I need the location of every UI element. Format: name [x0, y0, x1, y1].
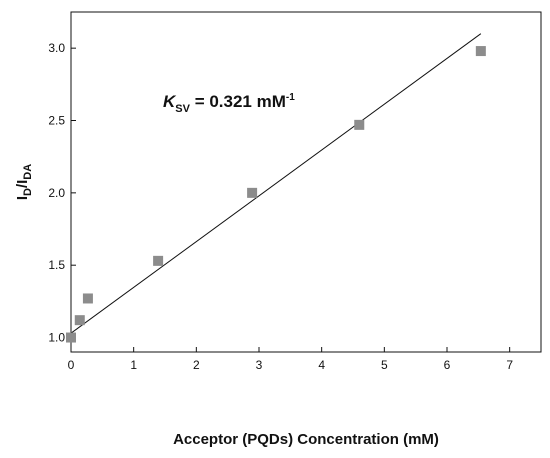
data-points — [66, 46, 486, 343]
y-tick-label: 1.0 — [48, 331, 65, 345]
y-tick-label: 3.0 — [48, 41, 65, 55]
data-point — [247, 187, 258, 198]
plot-frame — [70, 11, 542, 353]
x-tick-label: 2 — [193, 358, 200, 372]
annotation-k: K — [163, 92, 177, 111]
data-point — [354, 119, 365, 130]
annotation-superscript: -1 — [286, 92, 295, 103]
annotation-value: = 0.321 mM — [190, 92, 286, 111]
x-axis-title: Acceptor (PQDs) Concentration (mM) — [173, 431, 439, 448]
x-axis-ticks: 0 1 2 3 4 5 6 7 — [68, 347, 513, 372]
x-tick-label: 0 — [68, 358, 75, 372]
y-axis-ticks: 1.0 1.5 2.0 2.5 3.0 — [48, 41, 76, 345]
annotation-k-subscript: SV — [175, 103, 190, 115]
y-title-sub2: DA — [22, 164, 34, 180]
x-tick-label: 6 — [444, 358, 451, 372]
data-point — [153, 255, 164, 266]
y-tick-label: 2.0 — [48, 186, 65, 200]
y-axis-title: ID/IDA — [14, 164, 34, 200]
data-point — [74, 315, 85, 326]
x-tick-label: 5 — [381, 358, 388, 372]
y-title-sub1: D — [22, 188, 34, 196]
data-point — [66, 332, 76, 343]
x-tick-label: 7 — [506, 358, 513, 372]
data-point — [82, 293, 93, 304]
data-point — [475, 46, 486, 57]
fit-line — [70, 33, 482, 334]
x-tick-label: 1 — [130, 358, 137, 372]
y-tick-label: 1.5 — [48, 258, 65, 272]
y-title-slash: /I — [14, 180, 31, 188]
y-title-main: I — [14, 196, 31, 200]
stern-volmer-annotation: KSV = 0.321 mM-1 — [163, 92, 295, 115]
y-tick-label: 2.5 — [48, 114, 65, 128]
x-tick-label: 3 — [256, 358, 263, 372]
x-tick-label: 4 — [318, 358, 325, 372]
